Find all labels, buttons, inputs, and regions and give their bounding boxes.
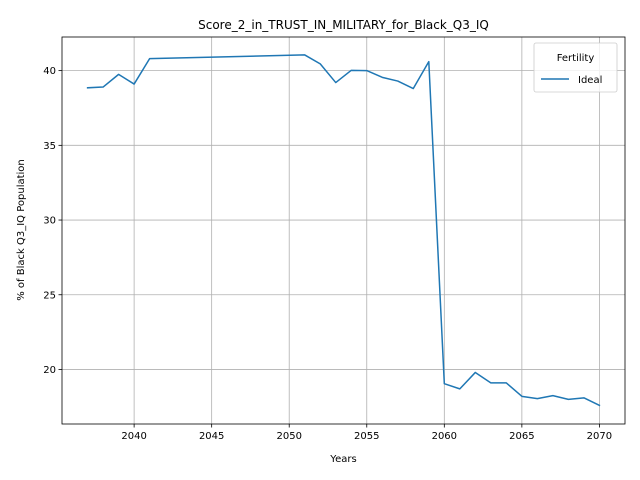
y-tick-label: 35 xyxy=(43,141,56,152)
y-tick-label: 20 xyxy=(43,365,56,376)
x-tick-label: 2050 xyxy=(276,431,301,442)
plot-frame xyxy=(61,36,626,425)
legend-label-ideal: Ideal xyxy=(578,75,602,86)
legend-frame xyxy=(533,42,618,93)
legend-title: Fertility xyxy=(557,53,595,64)
x-tick-label: 2040 xyxy=(121,431,146,442)
y-tick-label: 30 xyxy=(43,216,56,227)
y-tick-label: 40 xyxy=(43,66,56,77)
y-axis-label: % of Black Q3_IQ Population xyxy=(16,159,27,301)
x-axis-label: Years xyxy=(329,454,356,465)
y-tick-label: 25 xyxy=(43,290,56,301)
grid-lines xyxy=(62,37,625,424)
x-tick-label: 2055 xyxy=(354,431,379,442)
legend: Fertility Ideal xyxy=(533,42,618,93)
series-layer xyxy=(86,54,601,407)
x-tick-label: 2070 xyxy=(587,431,612,442)
y-axis: 20 25 30 35 40 xyxy=(43,66,62,376)
x-tick-label: 2060 xyxy=(432,431,457,442)
x-tick-label: 2065 xyxy=(509,431,534,442)
x-tick-label: 2045 xyxy=(199,431,224,442)
series-line-ideal xyxy=(86,54,601,407)
chart-title: Score_2_in_TRUST_IN_MILITARY_for_Black_Q… xyxy=(198,18,489,32)
x-axis: 2040 2045 2050 2055 2060 2065 2070 xyxy=(121,424,612,442)
